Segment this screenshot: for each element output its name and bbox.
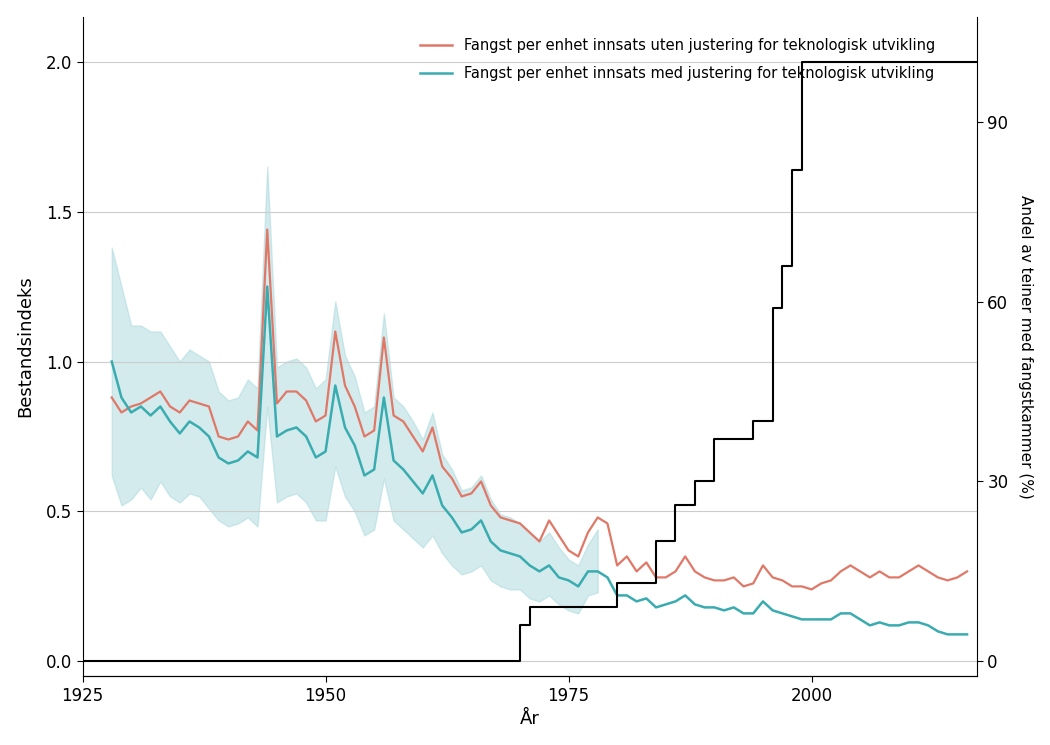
Y-axis label: Bestandsindeks: Bestandsindeks: [17, 276, 35, 417]
Y-axis label: Andel av teiner med fangstkammer (%): Andel av teiner med fangstkammer (%): [1018, 194, 1033, 498]
X-axis label: År: År: [520, 710, 540, 729]
Legend: Fangst per enhet innsats uten justering for teknologisk utvikling, Fangst per en: Fangst per enhet innsats uten justering …: [413, 31, 943, 88]
